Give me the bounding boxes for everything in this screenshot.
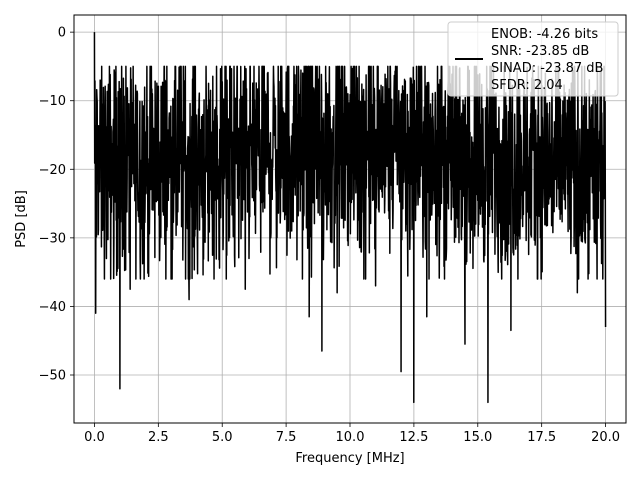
x-axis-label: Frequency [MHz] bbox=[295, 451, 404, 466]
y-tick-label: −10 bbox=[39, 94, 66, 109]
y-tick-label: 0 bbox=[58, 26, 66, 41]
legend-line-enob: ENOB: -4.26 bits bbox=[491, 27, 598, 42]
legend-box bbox=[447, 21, 619, 97]
x-tick-label: 17.5 bbox=[527, 430, 556, 445]
x-tick-label: 5.0 bbox=[212, 430, 233, 445]
x-tick-label: 2.5 bbox=[148, 430, 169, 445]
legend: ENOB: -4.26 bits SNR: -23.85 dB SINAD: -… bbox=[447, 21, 619, 97]
y-tick-label: −40 bbox=[39, 300, 66, 315]
legend-line-snr: SNR: -23.85 dB bbox=[491, 44, 589, 59]
x-tick-label: 7.5 bbox=[276, 430, 297, 445]
x-tick-label: 10.0 bbox=[336, 430, 365, 445]
x-tick-label: 15.0 bbox=[463, 430, 492, 445]
legend-line-sfdr: SFDR: 2.04 bbox=[491, 78, 563, 93]
y-tick-label: −30 bbox=[39, 231, 66, 246]
x-tick-label: 20.0 bbox=[591, 430, 620, 445]
psd-series-line bbox=[93, 32, 607, 404]
legend-line-sinad: SINAD: -23.87 dB bbox=[491, 61, 603, 76]
y-axis-label: PSD [dB] bbox=[14, 190, 29, 248]
axis-ticks: 0.0 2.5 5.0 7.5 10.0 12.5 15.0 17.5 20.0 0 −10 −20 −… bbox=[39, 26, 620, 445]
x-tick-label: 12.5 bbox=[399, 430, 428, 445]
y-tick-label: −20 bbox=[39, 163, 66, 178]
data-series bbox=[93, 32, 607, 404]
x-tick-label: 0.0 bbox=[84, 430, 105, 445]
y-tick-label: −50 bbox=[39, 369, 66, 384]
